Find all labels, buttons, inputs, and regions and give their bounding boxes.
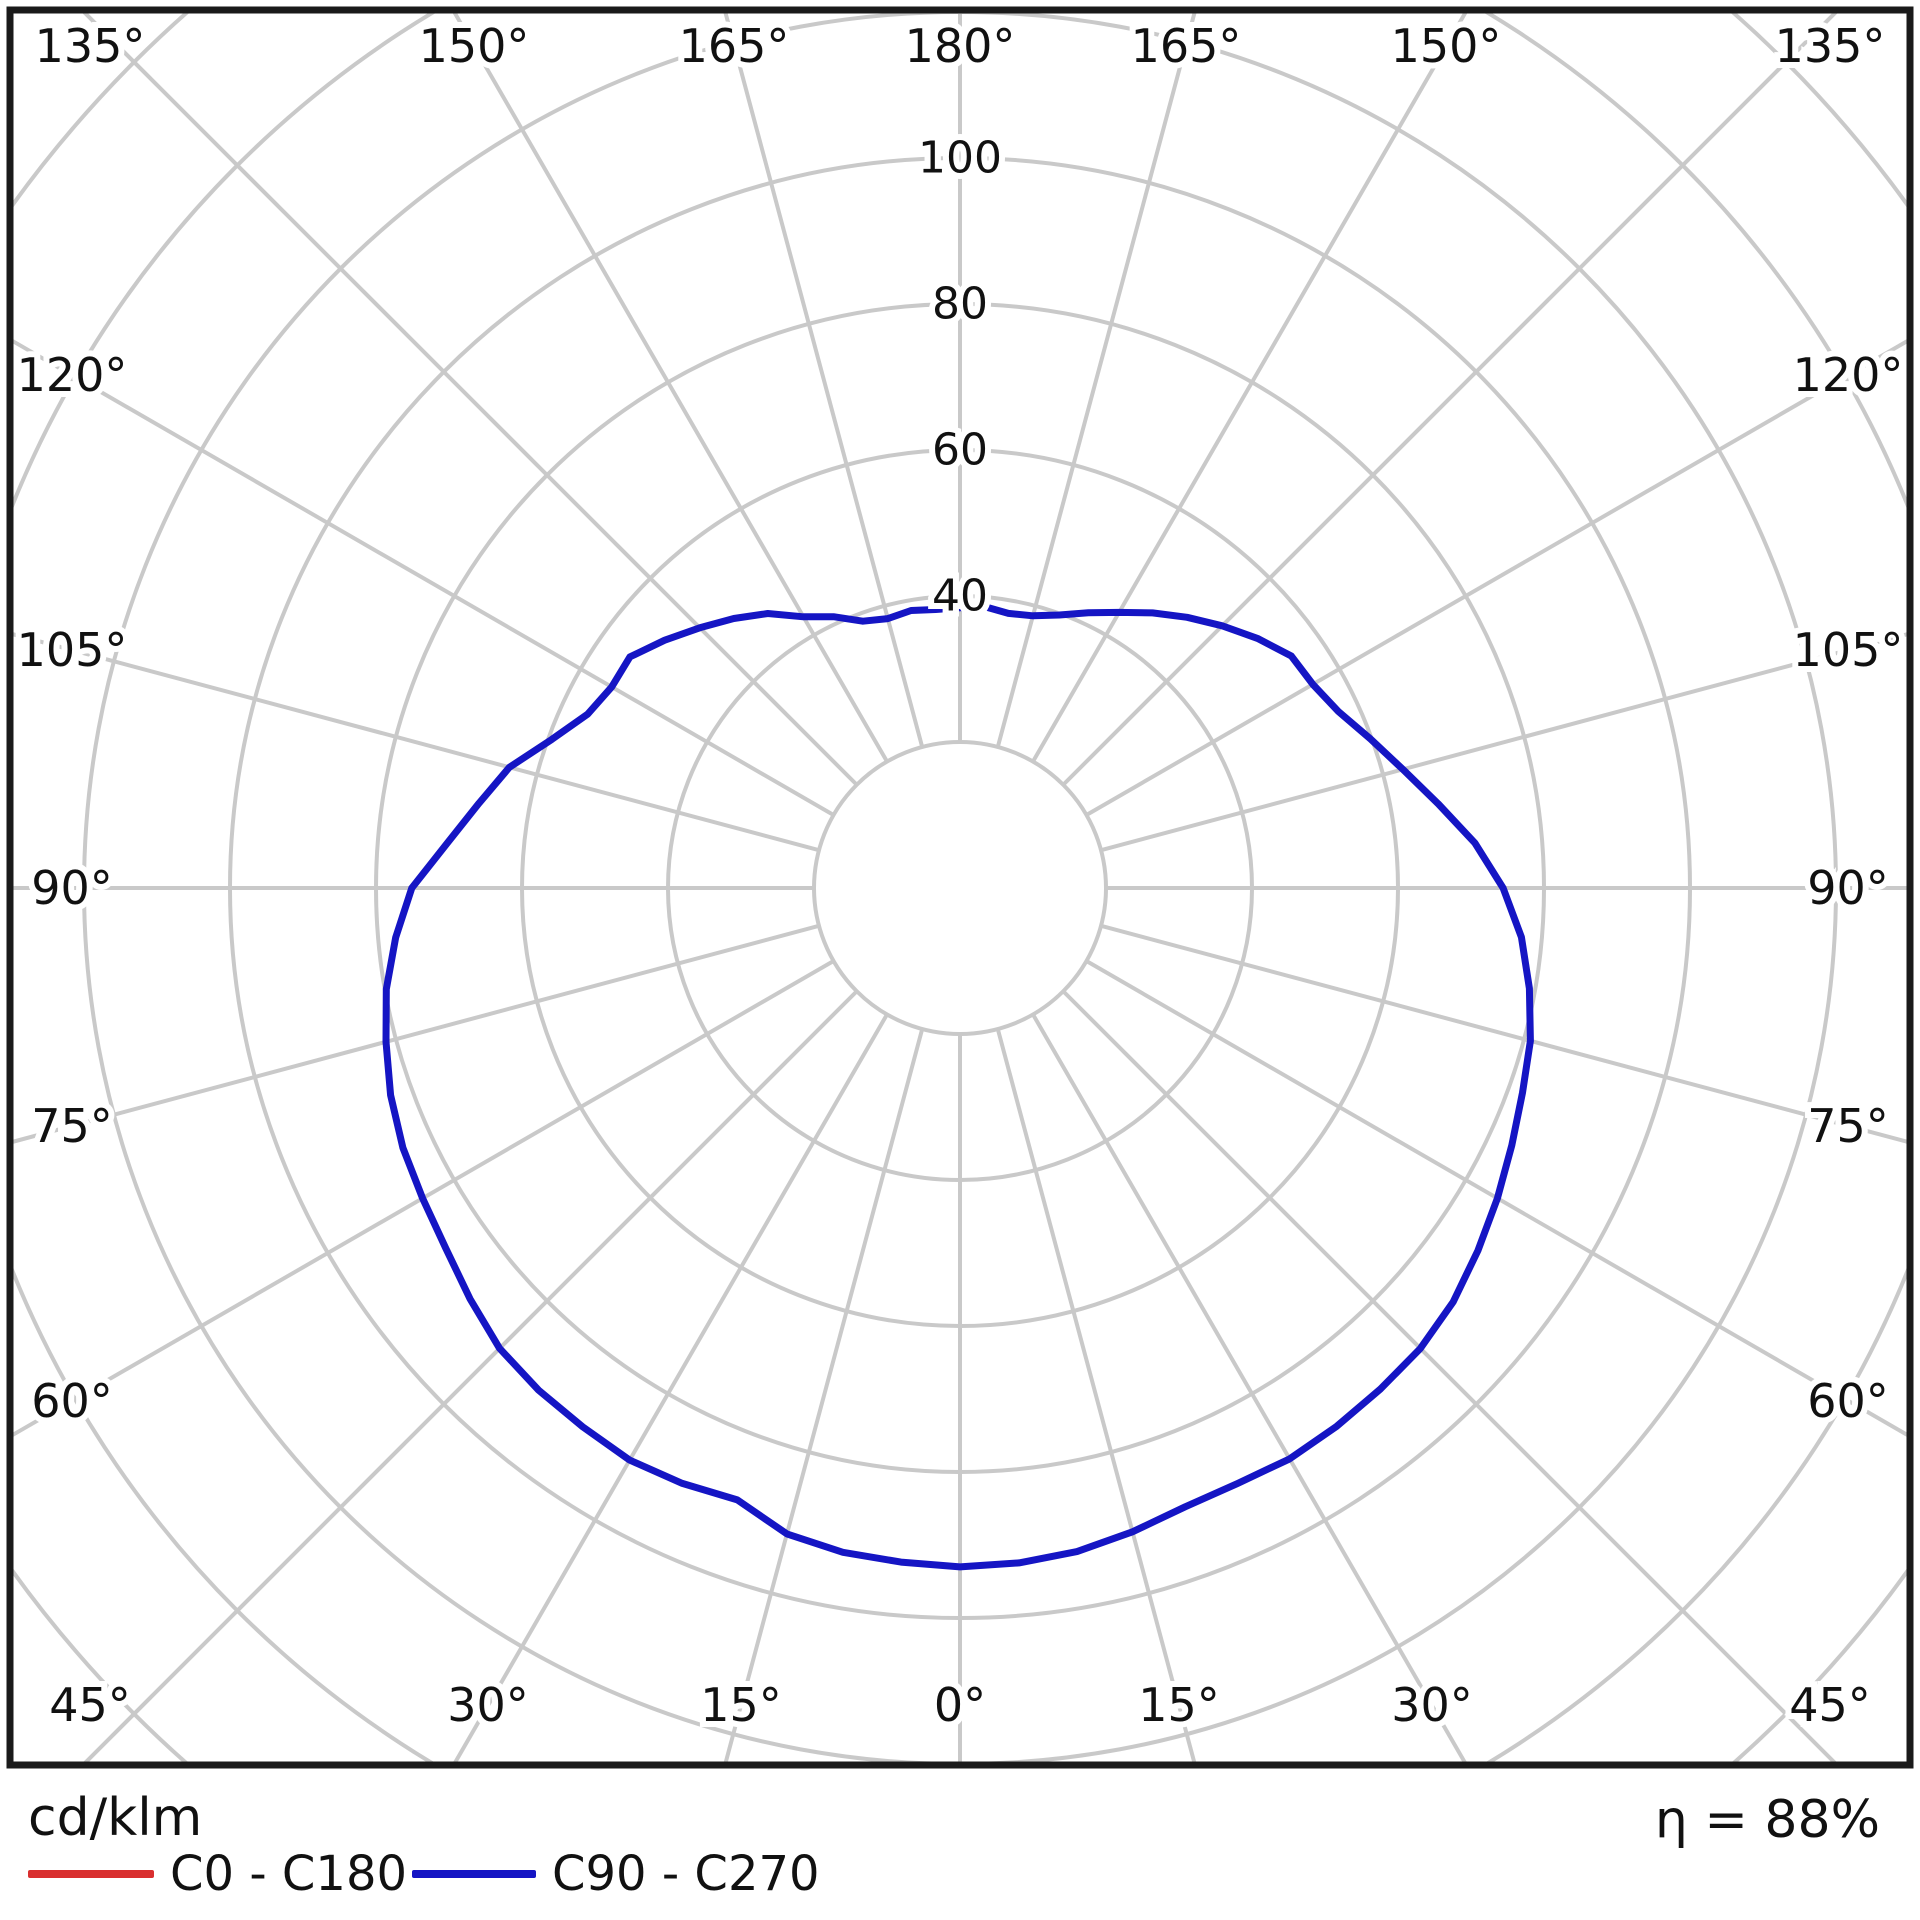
legend-label-c0-c180: C0 - C180 bbox=[170, 1846, 408, 1902]
legend-label-c90-c270: C90 - C270 bbox=[552, 1846, 820, 1902]
grid-ray-45 bbox=[1061, 989, 1837, 1762]
grid-ray-300 bbox=[13, 959, 835, 1438]
grid-ray-210 bbox=[452, 13, 889, 763]
grid-ray-345 bbox=[723, 1028, 925, 1762]
angle-tick-label-9: 90° bbox=[31, 861, 113, 915]
angle-tick-label-12: 120° bbox=[1793, 348, 1904, 402]
grid-ray-15 bbox=[995, 1028, 1197, 1762]
grid-ray-285 bbox=[13, 923, 820, 1144]
grid-ray-195 bbox=[723, 13, 925, 748]
grid-ray-60 bbox=[1085, 959, 1907, 1438]
radius-tick-label-80: 80 bbox=[932, 279, 988, 330]
angle-tick-label-10: 75° bbox=[31, 1099, 113, 1153]
plot-frame bbox=[6, 6, 1914, 1769]
angle-tick-label-14: 90° bbox=[1807, 861, 1889, 915]
angle-tick-label-22: 30° bbox=[1391, 1678, 1473, 1732]
grid-ray-120 bbox=[1085, 338, 1907, 817]
angle-tick-label-7: 120° bbox=[17, 348, 128, 402]
legend: C0 - C180 C90 - C270 bbox=[0, 1846, 1920, 1906]
angle-tick-label-4: 165° bbox=[1131, 19, 1242, 73]
grid-ray-330 bbox=[453, 1013, 889, 1762]
grid-ray-75 bbox=[1100, 923, 1907, 1144]
angle-tick-label-5: 150° bbox=[1391, 19, 1502, 73]
radius-tick-label-40: 40 bbox=[932, 571, 988, 622]
angle-tick-label-11: 60° bbox=[31, 1374, 113, 1428]
angle-tick-label-20: 0° bbox=[934, 1678, 986, 1732]
angle-tick-label-16: 60° bbox=[1807, 1374, 1889, 1428]
angle-tick-label-0: 135° bbox=[35, 19, 146, 73]
angle-tick-label-17: 45° bbox=[49, 1678, 131, 1732]
angle-tick-label-3: 180° bbox=[905, 19, 1016, 73]
grid-ray-105 bbox=[1100, 632, 1907, 853]
angle-tick-label-19: 15° bbox=[700, 1678, 782, 1732]
grid-ray-315 bbox=[83, 989, 859, 1762]
angle-tick-label-15: 75° bbox=[1807, 1099, 1889, 1153]
angle-tick-label-18: 30° bbox=[447, 1678, 529, 1732]
angle-tick-label-13: 105° bbox=[1793, 623, 1904, 677]
grid-ray-225 bbox=[82, 13, 859, 787]
angle-tick-label-6: 135° bbox=[1775, 19, 1886, 73]
legend-line-c90-c270-icon bbox=[412, 1870, 536, 1878]
intensity-curve-C90-C270 bbox=[382, 603, 1534, 1571]
angle-tick-label-8: 105° bbox=[17, 623, 128, 677]
grid-ray-165 bbox=[995, 13, 1197, 748]
grid-ray-135 bbox=[1061, 13, 1838, 787]
efficiency-value: η = 88% bbox=[1654, 1790, 1880, 1850]
grid-ring-20 bbox=[812, 740, 1108, 1036]
radius-tick-label-60: 60 bbox=[932, 425, 988, 476]
grid-ray-255 bbox=[13, 632, 820, 853]
grid-ray-240 bbox=[13, 338, 835, 817]
grid-ray-30 bbox=[1031, 1013, 1467, 1762]
grid-ray-150 bbox=[1031, 13, 1468, 763]
angle-tick-label-2: 165° bbox=[679, 19, 790, 73]
angle-tick-label-1: 150° bbox=[419, 19, 530, 73]
angle-tick-label-21: 15° bbox=[1138, 1678, 1220, 1732]
angle-tick-label-23: 45° bbox=[1789, 1678, 1871, 1732]
legend-line-c0-c180-icon bbox=[28, 1870, 154, 1878]
radius-tick-label-100: 100 bbox=[918, 133, 1002, 184]
unit-label: cd/klm bbox=[28, 1788, 203, 1848]
